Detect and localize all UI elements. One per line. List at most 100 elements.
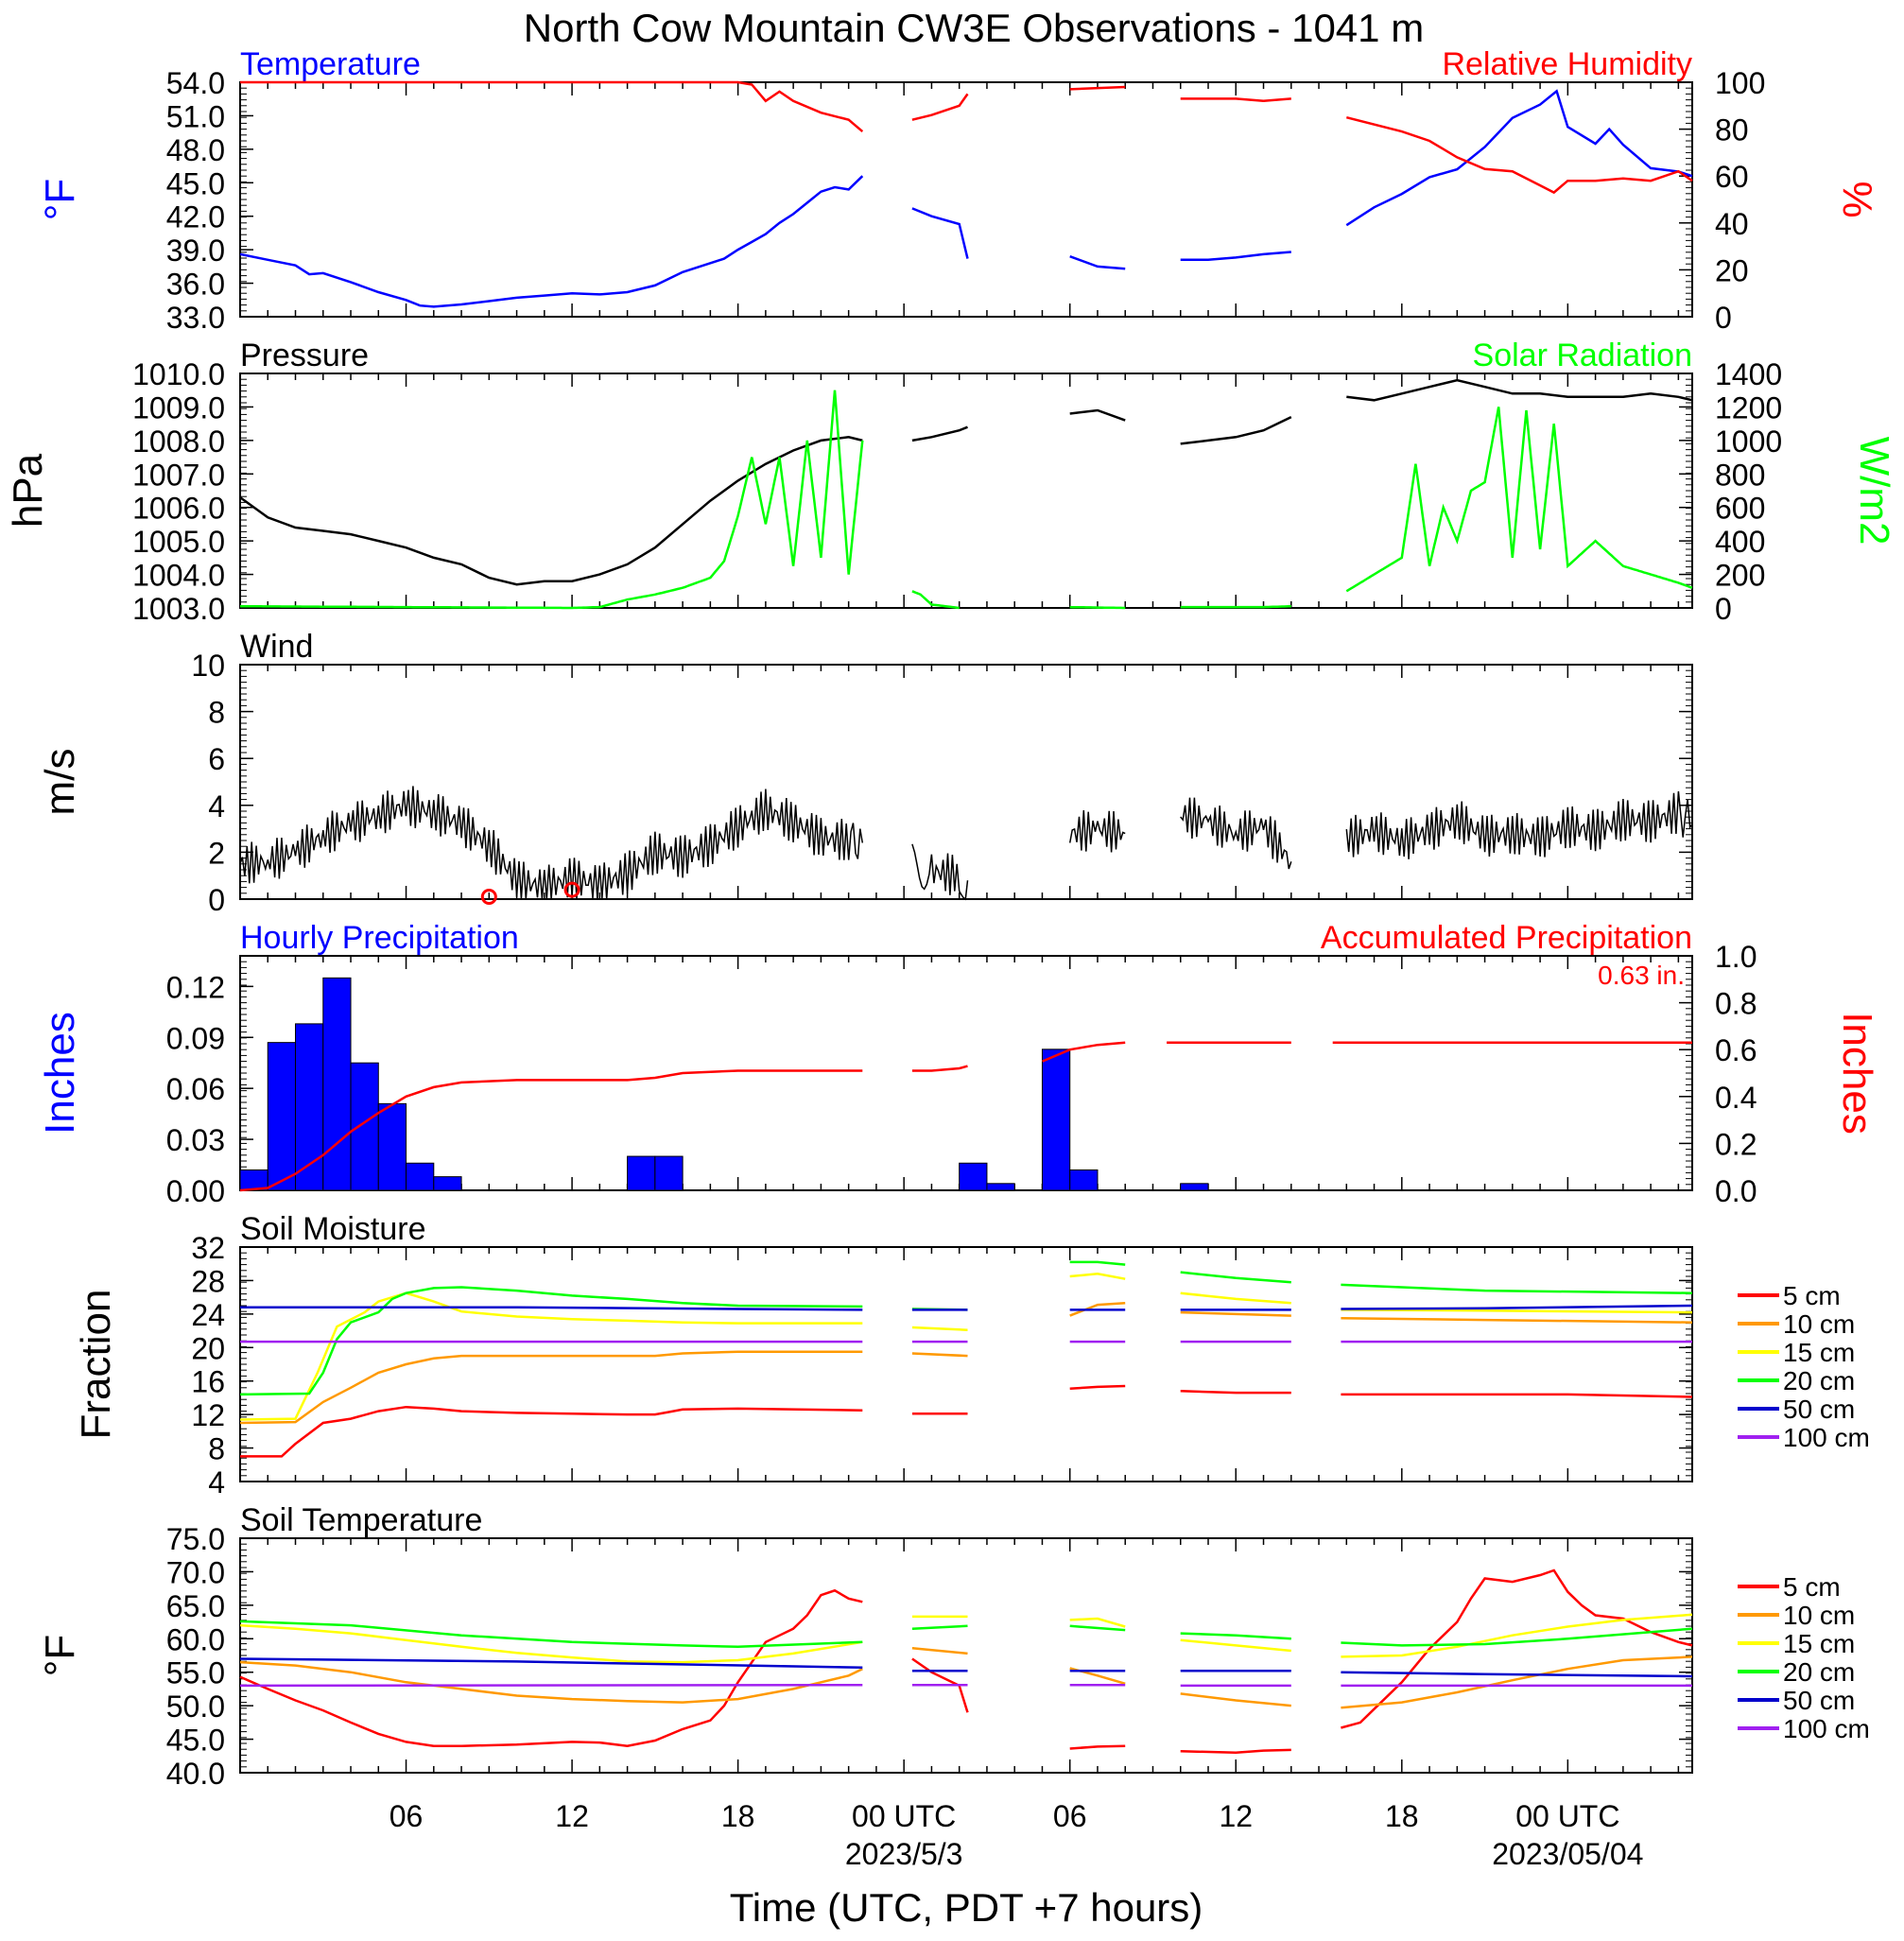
panel-wind: 0 2 4 6 8 10 Wind m/s [37, 629, 1693, 917]
precip-bar [959, 1162, 988, 1191]
y2-tick-label: 80 [1715, 113, 1749, 147]
y2-tick-label: 1400 [1715, 357, 1782, 391]
series-line-orange-10cm [239, 1350, 863, 1425]
series-line-orange-10cm [1341, 1655, 1693, 1709]
series-line-green-20cm [1069, 1624, 1126, 1632]
series-line-green [1069, 605, 1126, 610]
precip-bar [322, 977, 352, 1191]
y-tick-label: 65.0 [166, 1589, 225, 1623]
panel-title-right: Relative Humidity [1442, 46, 1692, 82]
y-tick-label: 4 [208, 789, 225, 823]
series-line-green-20cm [1341, 1627, 1693, 1647]
plot-frame [239, 664, 1693, 900]
y-tick-label: 12 [191, 1398, 225, 1432]
series-line-black [911, 425, 968, 442]
y2-tick-label: 0.6 [1715, 1033, 1757, 1067]
x-tick-label: 12 [555, 1799, 589, 1833]
panel-temp: 33.036.039.042.045.048.051.054.0 0 20 40 60 8… [37, 46, 1880, 335]
series-line-green [1345, 407, 1693, 593]
series-line-navy-50cm [239, 1657, 863, 1670]
precip-bar [1069, 1169, 1099, 1191]
precip-bar [295, 1023, 324, 1191]
y-tick-label: 50.0 [166, 1690, 225, 1724]
series-line-yellow-15cm [239, 1291, 863, 1421]
plot-frame [239, 373, 1693, 609]
y-axis-label: m/s [37, 749, 83, 816]
y-tick-label: 6 [208, 742, 225, 776]
precip-bar [377, 1102, 407, 1191]
legend-label: 15 cm [1783, 1629, 1855, 1658]
panel-title-right: Solar Radiation [1473, 338, 1692, 373]
calm-wind-marker [563, 881, 580, 898]
series-line-orange-10cm [1180, 1692, 1291, 1707]
y-tick-label: 8 [208, 696, 225, 730]
y-tick-label: 70.0 [166, 1555, 225, 1589]
series-line-red-5cm [1069, 1744, 1126, 1750]
precip-bar [350, 1062, 379, 1191]
y2-tick-label: 40 [1715, 207, 1749, 241]
series-line-black [239, 436, 863, 586]
series-line-purple-100cm [239, 1683, 863, 1688]
y2-axis-label: W/m2 [1851, 437, 1897, 546]
y-tick-label: 0.06 [166, 1072, 225, 1106]
series-line-orange-10cm [239, 1660, 863, 1704]
series-line-red-5cm [239, 1588, 863, 1747]
series-line-blue [1069, 255, 1126, 270]
plot-frame [239, 955, 1693, 1191]
series-line-green [240, 390, 864, 610]
panel-title-left: Soil Temperature [240, 1502, 482, 1538]
y-tick-label: 39.0 [166, 234, 225, 268]
series-line-black [1068, 809, 1126, 853]
series-line-black [239, 786, 864, 900]
series-line-red-5cm [1341, 1393, 1693, 1398]
y2-tick-label: 0.8 [1715, 987, 1757, 1021]
series-line-navy-50cm [240, 1306, 863, 1311]
y2-tick-label: 400 [1715, 525, 1765, 559]
series-line-red [1180, 97, 1291, 103]
x-tick-label: 12 [1219, 1799, 1253, 1833]
series-line-green-20cm [239, 1286, 863, 1396]
series-line-green-20cm [1180, 1271, 1291, 1284]
plot-frame [239, 81, 1693, 318]
series-line-red [1345, 115, 1693, 195]
accumulated-total: 0.63 in. [1598, 961, 1685, 990]
y-tick-label: 60.0 [166, 1622, 225, 1656]
y-tick-label: 40.0 [166, 1757, 225, 1791]
y-tick-label: 48.0 [166, 133, 225, 167]
y2-tick-label: 20 [1715, 253, 1749, 287]
series-line-yellow-15cm [1180, 1291, 1291, 1305]
legend-label: 50 cm [1783, 1686, 1855, 1715]
panel-title-left: Soil Moisture [240, 1211, 426, 1247]
legend-label: 20 cm [1783, 1657, 1855, 1687]
y-tick-label: 1010.0 [132, 357, 225, 391]
panel-precip: 0.00 0.03 0.06 0.09 0.12 0.0 0.2 0.4 0.6 0.8 1.0 Ho… [37, 920, 1880, 1208]
y2-tick-label: 0.0 [1715, 1174, 1757, 1208]
series-line-red-5cm [911, 1657, 969, 1713]
x-tick-label: 18 [1385, 1799, 1419, 1833]
y-tick-label: 1006.0 [132, 492, 225, 526]
y-tick-label: 2 [208, 836, 225, 870]
y2-tick-label: 600 [1715, 492, 1765, 526]
series-line-orange-10cm [911, 1646, 968, 1655]
series-line-green [911, 590, 960, 610]
calm-wind-marker [480, 889, 497, 906]
legend-label: 100 cm [1783, 1423, 1870, 1452]
y-tick-label: 0 [208, 883, 225, 917]
series-line-yellow-15cm [1341, 1308, 1693, 1314]
series-line-red-5cm [240, 1405, 863, 1458]
x-date-label: 2023/5/3 [845, 1837, 963, 1871]
x-date-label: 2023/05/04 [1492, 1837, 1643, 1871]
series-line-black [1345, 790, 1693, 859]
panel-press: 1003.01004.01005.01006.01007.01008.01009… [5, 338, 1897, 626]
y-tick-label: 0.12 [166, 970, 225, 1004]
legend-label: 5 cm [1783, 1281, 1841, 1310]
y2-tick-label: 800 [1715, 458, 1765, 492]
series-line-orange-10cm [1180, 1310, 1291, 1317]
legend-label: 10 cm [1783, 1309, 1855, 1339]
x-tick-label: 06 [1053, 1799, 1087, 1833]
series-line-red [911, 93, 969, 121]
y-tick-label: 1008.0 [132, 425, 225, 459]
y2-tick-label: 0 [1715, 301, 1732, 335]
legend-label: 10 cm [1783, 1601, 1855, 1630]
